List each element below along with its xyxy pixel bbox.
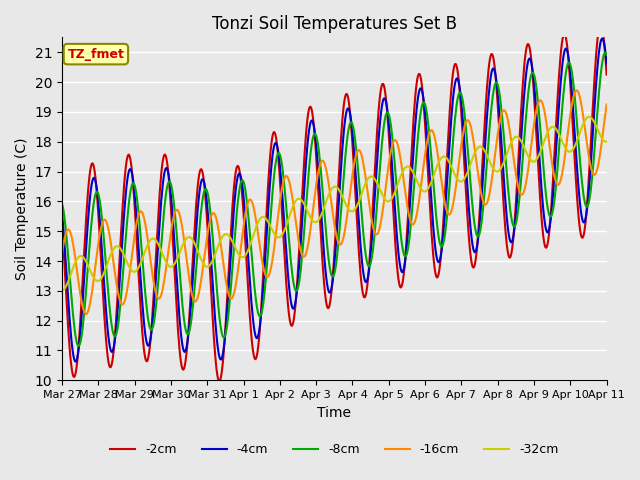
-8cm	[75, 343, 83, 349]
-4cm	[125, 169, 132, 175]
-16cm	[83, 311, 90, 317]
-32cm	[603, 139, 611, 144]
-4cm	[401, 259, 409, 264]
-2cm	[596, 21, 604, 27]
-32cm	[401, 166, 408, 171]
Line: -8cm: -8cm	[62, 53, 607, 346]
-2cm	[417, 77, 425, 83]
Line: -2cm: -2cm	[62, 24, 607, 381]
Legend: -2cm, -4cm, -8cm, -16cm, -32cm: -2cm, -4cm, -8cm, -16cm, -32cm	[105, 438, 563, 461]
-8cm	[68, 299, 76, 305]
-32cm	[124, 262, 132, 267]
-4cm	[598, 36, 606, 41]
-2cm	[124, 153, 132, 158]
-2cm	[216, 378, 223, 384]
-8cm	[209, 235, 216, 241]
Line: -32cm: -32cm	[62, 117, 607, 291]
-4cm	[68, 341, 76, 347]
Line: -16cm: -16cm	[62, 90, 607, 314]
-16cm	[68, 235, 76, 240]
-16cm	[573, 87, 580, 93]
-32cm	[417, 185, 424, 191]
-16cm	[180, 237, 188, 242]
-16cm	[58, 251, 66, 256]
-2cm	[603, 72, 611, 77]
-32cm	[68, 268, 76, 274]
-4cm	[72, 359, 79, 364]
-8cm	[603, 52, 611, 58]
Title: Tonzi Soil Temperatures Set B: Tonzi Soil Temperatures Set B	[212, 15, 457, 33]
-2cm	[179, 367, 187, 372]
-32cm	[208, 259, 216, 264]
-32cm	[586, 114, 593, 120]
-4cm	[180, 348, 188, 354]
-8cm	[601, 50, 609, 56]
-4cm	[58, 210, 66, 216]
-32cm	[179, 241, 187, 247]
-8cm	[180, 316, 188, 322]
-4cm	[417, 85, 425, 91]
X-axis label: Time: Time	[317, 406, 351, 420]
-8cm	[58, 201, 66, 207]
Y-axis label: Soil Temperature (C): Soil Temperature (C)	[15, 138, 29, 280]
-16cm	[401, 189, 409, 194]
Line: -4cm: -4cm	[62, 38, 607, 361]
-2cm	[401, 256, 409, 262]
-2cm	[58, 221, 66, 227]
-16cm	[125, 277, 132, 283]
-16cm	[209, 210, 216, 216]
-2cm	[68, 367, 76, 372]
-8cm	[125, 202, 132, 208]
-4cm	[209, 282, 216, 288]
-4cm	[603, 60, 611, 66]
-8cm	[401, 253, 409, 259]
-32cm	[58, 288, 66, 294]
-16cm	[417, 182, 425, 188]
Text: TZ_fmet: TZ_fmet	[67, 48, 124, 60]
-16cm	[603, 102, 611, 108]
-2cm	[208, 304, 216, 310]
-8cm	[417, 107, 425, 113]
